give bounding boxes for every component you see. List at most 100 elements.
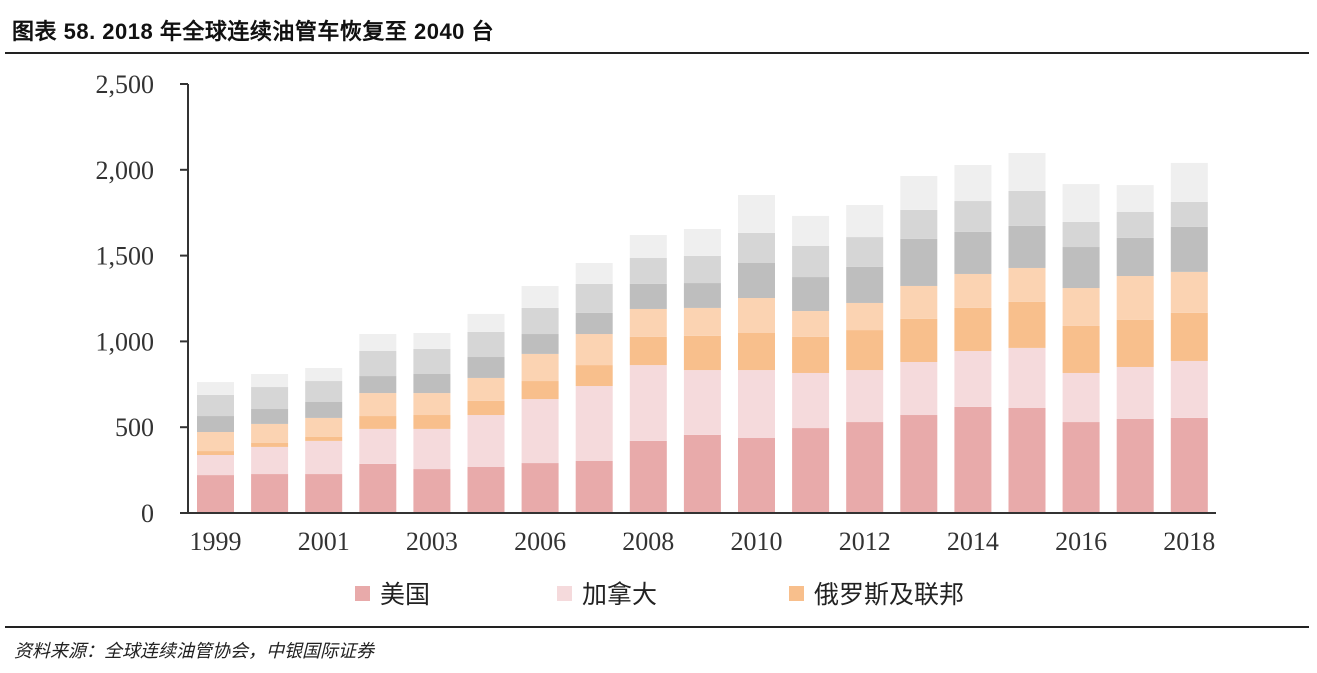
bar-segment-2015-s4 (1008, 225, 1046, 268)
bar-segment-2014-s1 (954, 351, 992, 407)
bar-segment-2005-s0 (467, 467, 505, 513)
bar-segment-2010-s0 (738, 438, 775, 513)
bar-segment-2011-s5 (792, 245, 830, 278)
legend-label: 加拿大 (582, 580, 657, 609)
bar-segment-2002-s2 (359, 416, 397, 429)
x-tick-label: 2016 (1055, 527, 1107, 556)
bar-segment-2010-s4 (738, 262, 775, 298)
bar-segment-2017-s2 (1116, 319, 1154, 367)
bar-segment-2017-s3 (1116, 276, 1154, 320)
bar-segment-2011-s1 (792, 372, 830, 429)
bar-segment-2016-s1 (1062, 372, 1100, 423)
x-tick-label: 2010 (731, 527, 783, 556)
bar-segment-2015-s2 (1008, 301, 1046, 348)
bar-segment-2006-s0 (521, 463, 559, 513)
bar-segment-2002-s4 (359, 376, 397, 394)
bar-segment-2008-s2 (629, 336, 667, 366)
bar-segment-2006-s6 (521, 285, 559, 308)
bar-segment-2015-s3 (1008, 267, 1046, 302)
bar-segment-2018-s1 (1170, 360, 1208, 418)
bar-segment-2017-s1 (1116, 366, 1154, 419)
bar-segment-2016-s3 (1062, 288, 1100, 326)
bar-segment-2011-s3 (792, 311, 830, 337)
bar-segment-2009-s3 (683, 307, 721, 336)
bar-segment-2006-s1 (521, 399, 559, 464)
bar-segment-2001-s2 (305, 436, 343, 441)
bar-segment-2009-s5 (683, 255, 721, 284)
bar-segment-2010-s3 (738, 297, 775, 333)
bar-segment-2005-s6 (467, 313, 505, 332)
bar-segment-2013-s4 (900, 238, 938, 286)
bar-segment-2009-s1 (683, 370, 721, 435)
bar-segment-2011-s2 (792, 336, 830, 373)
bar-segment-2015-s5 (1008, 190, 1046, 226)
bar-segment-2000-s4 (251, 409, 289, 424)
bar-segment-1999-s1 (197, 454, 234, 476)
bar-segment-2017-s6 (1116, 185, 1154, 213)
x-tick-label: 2001 (298, 527, 350, 556)
bar-segment-2017-s0 (1116, 418, 1154, 513)
bar-segment-2012-s6 (846, 204, 884, 238)
x-tick-label: 2014 (947, 527, 999, 556)
bar-segment-2018-s0 (1170, 417, 1208, 513)
bar-segment-2013-s3 (900, 285, 938, 319)
bar-segment-2011-s4 (792, 277, 830, 312)
bar-segment-2009-s4 (683, 283, 721, 308)
bar-segment-2010-s1 (738, 370, 775, 439)
bar-segment-2013-s6 (900, 175, 938, 210)
bar-segment-1999-s2 (197, 451, 234, 455)
bar-segment-2005-s3 (467, 377, 505, 401)
bar-segment-2006-s4 (521, 334, 559, 354)
bar-segment-2003-s2 (413, 415, 451, 429)
bar-segment-1999-s0 (197, 475, 234, 513)
bar-segment-2002-s1 (359, 428, 397, 464)
bar-segment-1999-s6 (197, 382, 234, 395)
bar-segment-2000-s5 (251, 387, 289, 410)
bar-segment-2008-s5 (629, 258, 667, 284)
bar-segment-2008-s0 (629, 440, 667, 513)
bar-segment-2000-s6 (251, 374, 289, 388)
bar-segment-2014-s0 (954, 406, 992, 513)
bar-segment-2007-s0 (575, 461, 613, 513)
y-tick-label: 2,000 (96, 156, 155, 185)
bar-segment-1999-s4 (197, 416, 234, 433)
bar-segment-2009-s6 (683, 229, 721, 256)
bar-segment-2010-s5 (738, 232, 775, 263)
bar-segment-2001-s5 (305, 381, 343, 402)
x-tick-label: 2012 (839, 527, 891, 556)
bar-segment-2003-s4 (413, 374, 451, 394)
bar-segment-2002-s6 (359, 334, 397, 352)
bar-segment-2001-s3 (305, 417, 343, 437)
bar-segment-2018-s4 (1170, 226, 1208, 272)
bar-segment-2016-s2 (1062, 325, 1100, 373)
bar-segment-2003-s5 (413, 348, 451, 375)
bar-segment-2016-s5 (1062, 221, 1100, 248)
bar-segment-2017-s4 (1116, 237, 1154, 277)
bar-segment-2018-s3 (1170, 271, 1208, 313)
bar-segment-2002-s3 (359, 393, 397, 417)
bar-segment-2008-s1 (629, 365, 667, 441)
bar-segment-2001-s0 (305, 474, 343, 513)
chart-title: 图表 58. 2018 年全球连续油管车恢复至 2040 台 (12, 19, 495, 44)
bar-segment-2005-s2 (467, 400, 505, 416)
bar-segment-2012-s1 (846, 370, 884, 423)
y-tick-label: 1,000 (96, 327, 155, 356)
x-tick-label: 2006 (514, 527, 566, 556)
bar-segment-2008-s4 (629, 283, 667, 309)
bar-segment-2012-s2 (846, 330, 884, 371)
bar-segment-2015-s0 (1008, 407, 1046, 513)
bars-layer (197, 152, 1208, 513)
bar-segment-2014-s3 (954, 273, 992, 308)
bar-segment-2013-s2 (900, 318, 938, 362)
bar-segment-2007-s4 (575, 312, 613, 335)
bar-segment-2009-s2 (683, 335, 721, 371)
bar-segment-2001-s6 (305, 367, 343, 382)
bar-segment-1999-s5 (197, 394, 234, 417)
bar-segment-2008-s6 (629, 235, 667, 259)
bar-segment-2000-s0 (251, 474, 289, 513)
bar-segment-2013-s1 (900, 361, 938, 416)
x-tick-label: 2018 (1163, 527, 1215, 556)
bar-segment-2012-s0 (846, 422, 884, 513)
legend-swatch (789, 586, 804, 601)
